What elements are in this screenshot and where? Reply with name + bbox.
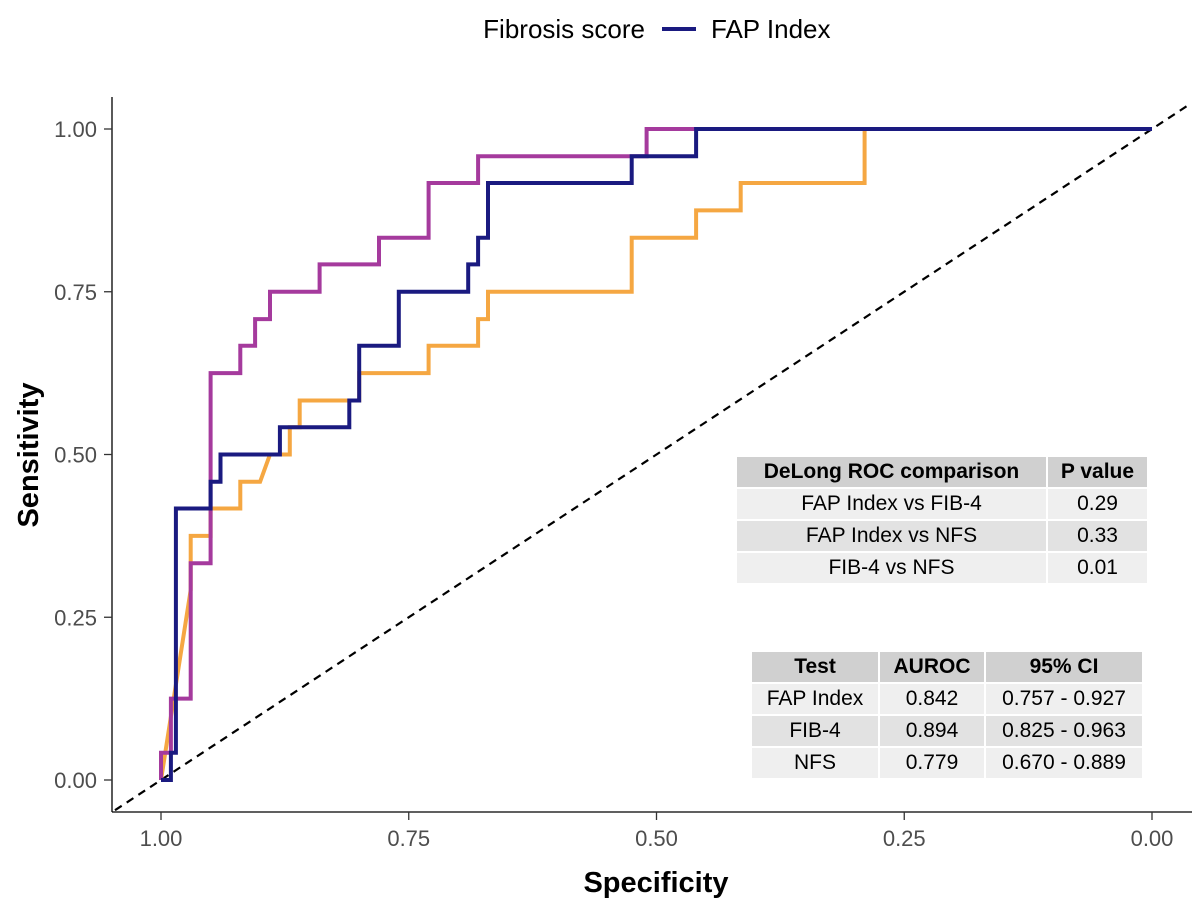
table-row: FAP Index vs NFS 0.33 [737,521,1147,551]
table-cell: 0.757 - 0.927 [986,684,1142,714]
table-header: Test [752,652,878,682]
y-tick-label: 0.50 [54,443,97,468]
roc-curve-fap-index [161,127,1152,782]
table-cell: 0.779 [880,748,984,778]
x-tick-label: 0.00 [1131,826,1174,851]
roc-curves [159,127,1152,782]
table-row: FAP Index 0.842 0.757 - 0.927 [752,684,1142,714]
table-cell: FAP Index vs NFS [737,521,1046,551]
table-row: FIB-4 vs NFS 0.01 [737,553,1147,583]
table-header: AUROC [880,652,984,682]
table-cell: FAP Index vs FIB-4 [737,489,1046,519]
table-cell: FIB-4 [752,716,878,746]
table-cell: NFS [752,748,878,778]
y-axis-title: Sensitivity [13,382,45,527]
legend: Fibrosis score FAP Index [483,14,830,44]
y-ticks: 0.00 0.25 0.50 0.75 1.00 [54,117,112,793]
table-cell: 0.01 [1048,553,1147,583]
table-row: NFS 0.779 0.670 - 0.889 [752,748,1142,778]
table-cell: FIB-4 vs NFS [737,553,1046,583]
legend-label-fap-index: FAP Index [711,14,831,44]
x-tick-label: 0.25 [883,826,926,851]
y-tick-label: 0.75 [54,280,97,305]
delong-comparison-table: DeLong ROC comparison P value FAP Index … [735,455,1149,585]
roc-curve-nfs [159,127,1152,781]
y-tick-label: 0.00 [54,768,97,793]
legend-title: Fibrosis score [483,14,645,44]
table-cell: 0.894 [880,716,984,746]
roc-curve-fib4 [159,127,1152,780]
table-row: FIB-4 0.894 0.825 - 0.963 [752,716,1142,746]
x-ticks: 1.00 0.75 0.50 0.25 0.00 [140,812,1174,851]
x-tick-label: 1.00 [140,826,183,851]
auroc-table: Test AUROC 95% CI FAP Index 0.842 0.757 … [750,650,1144,780]
reference-diagonal-line [114,103,1191,812]
y-tick-label: 0.25 [54,605,97,630]
y-tick-label: 1.00 [54,117,97,142]
x-tick-label: 0.50 [635,826,678,851]
table-cell: FAP Index [752,684,878,714]
table-cell: 0.33 [1048,521,1147,551]
table-row: FAP Index vs FIB-4 0.29 [737,489,1147,519]
table-cell: 0.670 - 0.889 [986,748,1142,778]
table-header: P value [1048,457,1147,487]
table-header: 95% CI [986,652,1142,682]
table-cell: 0.29 [1048,489,1147,519]
table-cell: 0.825 - 0.963 [986,716,1142,746]
x-axis-title: Specificity [583,867,728,899]
table-cell: 0.842 [880,684,984,714]
table-header: DeLong ROC comparison [737,457,1046,487]
x-tick-label: 0.75 [387,826,430,851]
